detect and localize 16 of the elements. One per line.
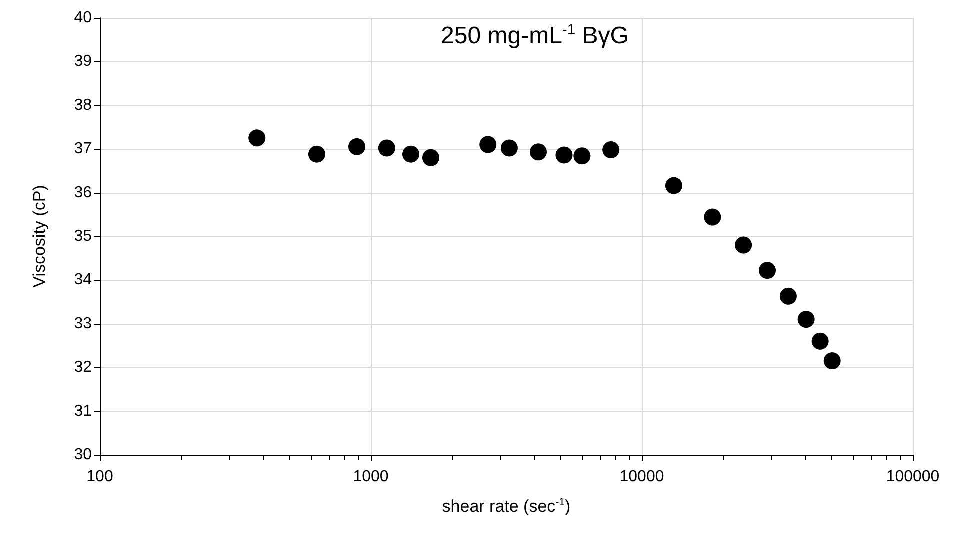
x-tick-label: 1000	[353, 468, 389, 486]
x-tick-label: 100	[86, 468, 114, 486]
y-tick-label: 30	[74, 446, 92, 464]
y-tick-label: 33	[74, 315, 92, 332]
y-tick-label: 31	[74, 402, 92, 420]
y-tick-label: 37	[74, 140, 92, 158]
y-tick-label: 39	[74, 53, 92, 70]
y-tick-label: 38	[74, 96, 92, 114]
y-axis-title: Viscosity (cP)	[30, 185, 49, 288]
y-tick-label: 40	[74, 10, 92, 26]
y-tick-label: 35	[74, 228, 92, 245]
x-tick-label: 100000	[886, 468, 940, 486]
x-tick-label: 10000	[620, 468, 664, 486]
y-tick-label: 32	[74, 359, 92, 376]
y-tick-label: 36	[74, 184, 92, 202]
y-tick-label: 34	[74, 272, 92, 289]
